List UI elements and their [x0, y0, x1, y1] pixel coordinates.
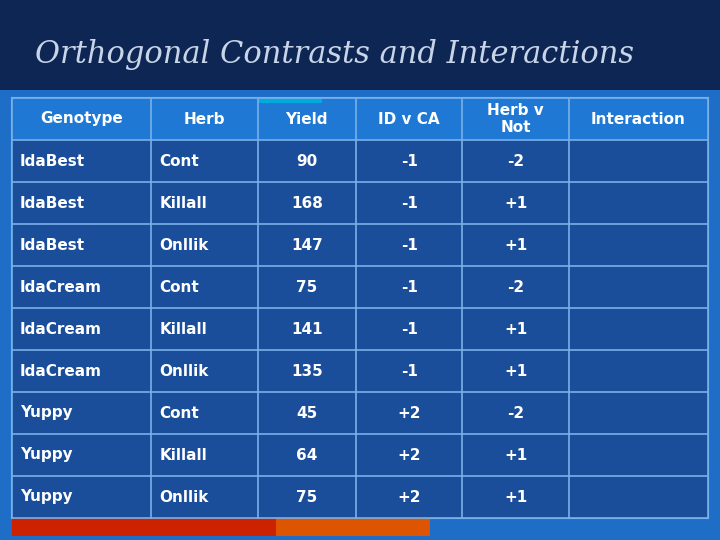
- Text: ID v CA: ID v CA: [378, 111, 440, 126]
- Text: Yuppy: Yuppy: [20, 448, 73, 462]
- Text: Cont: Cont: [159, 280, 199, 294]
- Text: +1: +1: [504, 321, 527, 336]
- Text: 141: 141: [291, 321, 323, 336]
- Text: Onllik: Onllik: [159, 238, 209, 253]
- Bar: [276, 518, 430, 536]
- Bar: [12, 98, 708, 140]
- Text: Killall: Killall: [159, 321, 207, 336]
- Text: +1: +1: [504, 238, 527, 253]
- Bar: [12, 308, 708, 350]
- Text: IdaBest: IdaBest: [20, 153, 85, 168]
- Bar: [12, 518, 276, 536]
- Text: 90: 90: [296, 153, 318, 168]
- Bar: [0, 0, 720, 90]
- Bar: [12, 182, 708, 224]
- Bar: [12, 98, 708, 518]
- Text: Onllik: Onllik: [159, 489, 209, 504]
- Text: -1: -1: [401, 363, 418, 379]
- Text: IdaCream: IdaCream: [20, 363, 102, 379]
- Text: Cont: Cont: [159, 153, 199, 168]
- Text: 64: 64: [296, 448, 318, 462]
- Bar: [12, 224, 708, 266]
- Text: +2: +2: [397, 406, 421, 421]
- Text: 147: 147: [291, 238, 323, 253]
- Text: -1: -1: [401, 195, 418, 211]
- Text: Genotype: Genotype: [40, 111, 123, 126]
- Text: IdaBest: IdaBest: [20, 195, 85, 211]
- Text: +1: +1: [504, 448, 527, 462]
- Text: +1: +1: [504, 363, 527, 379]
- Text: -2: -2: [507, 406, 524, 421]
- Text: -1: -1: [401, 153, 418, 168]
- Bar: [258, 98, 322, 103]
- Text: +1: +1: [504, 195, 527, 211]
- Text: -1: -1: [401, 280, 418, 294]
- Text: 75: 75: [296, 489, 318, 504]
- Bar: [12, 476, 708, 518]
- Text: IdaCream: IdaCream: [20, 280, 102, 294]
- Text: -2: -2: [507, 280, 524, 294]
- Text: +2: +2: [397, 489, 421, 504]
- Text: 45: 45: [296, 406, 318, 421]
- Text: IdaBest: IdaBest: [20, 238, 85, 253]
- Bar: [12, 140, 708, 182]
- Text: -1: -1: [401, 238, 418, 253]
- Text: Yield: Yield: [286, 111, 328, 126]
- Text: 75: 75: [296, 280, 318, 294]
- Bar: [12, 266, 708, 308]
- Text: 168: 168: [291, 195, 323, 211]
- Text: +2: +2: [397, 448, 421, 462]
- Text: Orthogonal Contrasts and Interactions: Orthogonal Contrasts and Interactions: [35, 39, 634, 71]
- Text: 135: 135: [291, 363, 323, 379]
- Text: IdaCream: IdaCream: [20, 321, 102, 336]
- Text: Herb v
Not: Herb v Not: [487, 103, 544, 135]
- Text: Interaction: Interaction: [591, 111, 686, 126]
- Text: Cont: Cont: [159, 406, 199, 421]
- Text: Herb: Herb: [184, 111, 225, 126]
- Text: -1: -1: [401, 321, 418, 336]
- Text: Yuppy: Yuppy: [20, 406, 73, 421]
- Text: -2: -2: [507, 153, 524, 168]
- Text: Killall: Killall: [159, 195, 207, 211]
- Text: Yuppy: Yuppy: [20, 489, 73, 504]
- Bar: [12, 392, 708, 434]
- Bar: [12, 350, 708, 392]
- Text: Killall: Killall: [159, 448, 207, 462]
- Bar: [12, 434, 708, 476]
- Text: Onllik: Onllik: [159, 363, 209, 379]
- Text: +1: +1: [504, 489, 527, 504]
